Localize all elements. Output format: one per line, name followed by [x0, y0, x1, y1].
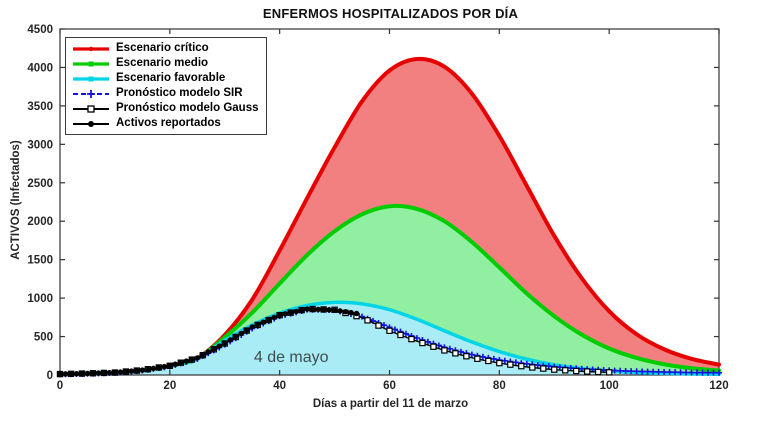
- y-tick-label: 3500: [27, 101, 53, 113]
- legend-label: Escenario crítico: [116, 41, 209, 54]
- x-tick-label: 20: [163, 380, 176, 392]
- y-tick-label: 500: [34, 332, 53, 344]
- legend-item-pronostico-gauss: Pronóstico modelo Gauss: [71, 101, 259, 116]
- legend-swatch-escenario-medio: [73, 61, 109, 66]
- legend-swatch-pronostico-sir: [73, 89, 109, 98]
- fill-escenario-medio: [60, 205, 719, 375]
- y-tick-label: 3000: [27, 139, 53, 151]
- legend-label: Pronóstico modelo SIR: [116, 86, 243, 99]
- legend-label: Pronóstico modelo Gauss: [116, 101, 259, 114]
- legend-item-activos-reportados: Activos reportados: [71, 116, 259, 131]
- legend-item-escenario-critico: Escenario crítico: [71, 41, 259, 56]
- x-axis-label: Días a partir del 11 de marzo: [312, 398, 469, 410]
- legend-item-pronostico-sir: Pronóstico modelo SIR: [71, 86, 259, 101]
- legend-item-escenario-medio: Escenario medio: [71, 56, 259, 71]
- x-tick-label: 40: [273, 380, 286, 392]
- y-tick-label: 1000: [27, 293, 53, 305]
- scenario-fill-areas: [60, 58, 719, 375]
- y-tick-label: 2500: [27, 178, 53, 190]
- x-tick-label: 0: [57, 380, 63, 392]
- y-tick-label: 1500: [27, 255, 53, 267]
- series-activos-reportados-markers: [57, 306, 360, 377]
- chart-title: ENFERMOS HOSPITALIZADOS POR DÍA: [262, 6, 519, 21]
- y-tick-label: 4500: [27, 24, 53, 36]
- legend-swatch-pronostico-gauss: [73, 104, 109, 113]
- series-activos-reportados: [57, 306, 360, 377]
- x-tick-label: 100: [600, 380, 619, 392]
- x-tick-label: 80: [493, 380, 506, 392]
- legend: Escenario crítico Escenario medio Escenari…: [65, 37, 267, 135]
- x-tick-label: 120: [709, 380, 728, 392]
- legend-swatch-activos-reportados: [73, 120, 109, 127]
- x-tick-label: 60: [383, 380, 396, 392]
- y-tick-label: 2000: [27, 216, 53, 228]
- tick-labels: 0 20 40 60 80 100 120 0 500 1000 1500 2000 2500 3000 3…: [27, 24, 728, 392]
- y-tick-label: 4000: [27, 62, 53, 74]
- legend-item-escenario-favorable: Escenario favorable: [71, 71, 259, 86]
- y-tick-label: 0: [47, 370, 53, 382]
- legend-label: Activos reportados: [116, 116, 221, 129]
- annotation-4-de-mayo: 4 de mayo: [254, 349, 329, 366]
- legend-label: Escenario favorable: [116, 71, 226, 84]
- legend-swatch-escenario-critico: [73, 46, 109, 51]
- legend-swatch-escenario-favorable: [73, 76, 109, 81]
- legend-label: Escenario medio: [116, 56, 209, 69]
- fill-escenario-favorable: [60, 302, 719, 375]
